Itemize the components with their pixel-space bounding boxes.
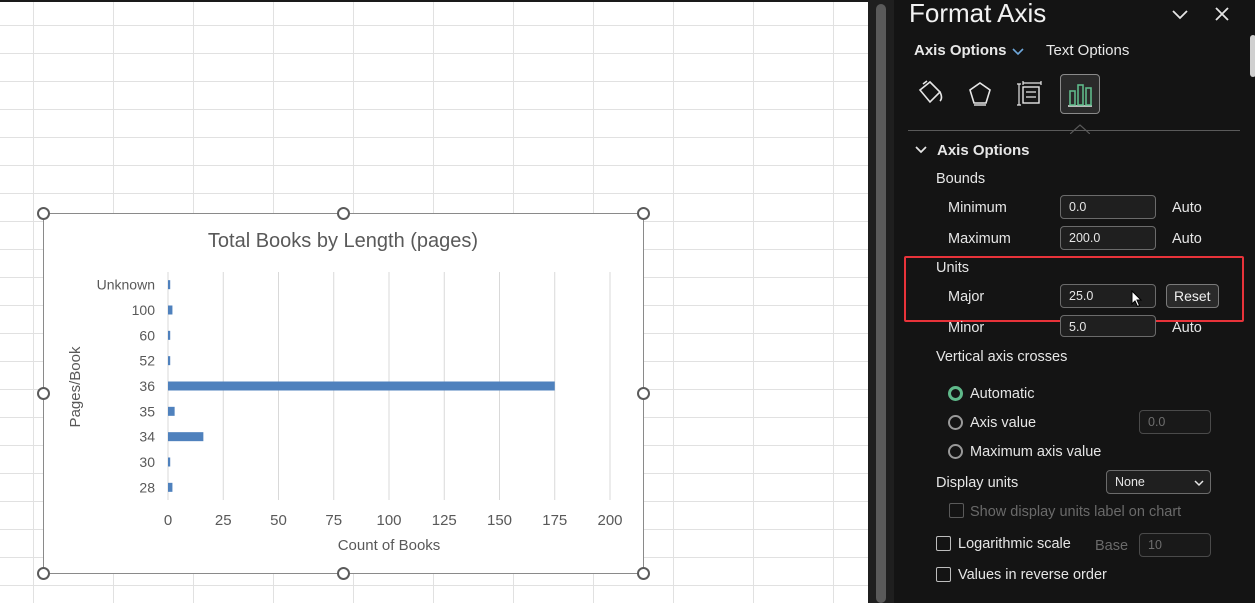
bar[interactable] <box>168 280 171 290</box>
bar-chart: Total Books by Length (pages) Unknown 100… <box>67 230 623 554</box>
y-category-label: 35 <box>139 403 155 419</box>
logarithmic-scale-label[interactable]: Logarithmic scale <box>958 536 1071 552</box>
major-input[interactable]: 25.0 <box>1060 284 1156 308</box>
sheet-scrollbar-thumb[interactable] <box>876 4 886 603</box>
pane-title: Format Axis <box>909 0 1047 28</box>
section-title-axis-options[interactable]: Axis Options <box>937 142 1030 159</box>
automatic-radio[interactable] <box>948 386 963 401</box>
select-chevron-icon <box>1194 477 1204 491</box>
bar[interactable] <box>168 330 171 340</box>
close-icon[interactable] <box>1212 4 1232 30</box>
x-tick-label: 125 <box>432 512 457 529</box>
resize-handle-bottom-left[interactable] <box>37 567 50 580</box>
resize-handle-left[interactable] <box>37 387 50 400</box>
tab-dropdown-chevron-icon[interactable] <box>1011 44 1025 63</box>
value-labels: 0 25 50 75 100 125 150 175 200 <box>164 512 623 529</box>
maximum-axis-value-radio[interactable] <box>948 444 963 459</box>
x-tick-label: 150 <box>487 512 512 529</box>
x-tick-label: 0 <box>164 512 172 529</box>
vertical-axis-crosses-label: Vertical axis crosses <box>936 349 1068 365</box>
reverse-order-checkbox[interactable] <box>936 567 951 582</box>
x-axis-title[interactable]: Count of Books <box>338 537 441 554</box>
bounds-label: Bounds <box>936 171 986 187</box>
reverse-order-label[interactable]: Values in reverse order <box>958 567 1107 583</box>
maximum-input[interactable]: 200.0 <box>1060 226 1156 250</box>
resize-handle-top-left[interactable] <box>37 207 50 220</box>
bar[interactable] <box>168 482 173 492</box>
maximum-label: Maximum <box>948 231 1011 247</box>
minimum-auto-label: Auto <box>1172 200 1202 216</box>
axis-value-radio[interactable] <box>948 415 963 430</box>
y-category-label: 60 <box>139 327 155 343</box>
y-category-label: 30 <box>139 454 155 470</box>
bar[interactable] <box>168 432 204 442</box>
bar[interactable] <box>168 356 171 366</box>
bar[interactable] <box>168 406 175 416</box>
axis-options-icon <box>1061 84 1099 117</box>
effects-tab[interactable] <box>960 74 1000 114</box>
chevron-down-icon[interactable] <box>1170 4 1190 30</box>
y-category-label: Unknown <box>97 277 155 293</box>
axis-value-input[interactable]: 0.0 <box>1139 410 1211 434</box>
y-category-label: 52 <box>139 353 155 369</box>
selected-tab-pointer-icon <box>1069 121 1091 139</box>
chart-area[interactable]: Total Books by Length (pages) Unknown 100… <box>43 213 644 574</box>
x-tick-label: 100 <box>376 512 401 529</box>
maximum-axis-value-label[interactable]: Maximum axis value <box>970 444 1102 460</box>
category-labels: Unknown 100 60 52 36 35 34 30 28 <box>97 277 156 496</box>
chart-title[interactable]: Total Books by Length (pages) <box>208 230 478 252</box>
y-axis-title[interactable]: Pages/Book <box>67 346 84 427</box>
minor-auto-label: Auto <box>1172 320 1202 336</box>
maximum-auto-label: Auto <box>1172 231 1202 247</box>
resize-handle-top[interactable] <box>337 207 350 220</box>
section-collapse-chevron-icon[interactable] <box>914 143 928 162</box>
show-units-checkbox[interactable] <box>949 503 964 518</box>
fill-line-tab[interactable] <box>910 74 950 114</box>
display-units-select[interactable]: None <box>1106 470 1211 494</box>
x-tick-label: 75 <box>325 512 342 529</box>
reset-button[interactable]: Reset <box>1166 284 1219 308</box>
tab-separator <box>908 130 1240 131</box>
resize-handle-bottom[interactable] <box>337 567 350 580</box>
y-category-label: 36 <box>139 378 155 394</box>
tab-axis-options[interactable]: Axis Options <box>914 42 1007 59</box>
size-properties-icon <box>1010 81 1050 118</box>
y-category-label: 100 <box>132 302 156 318</box>
bars <box>168 280 555 492</box>
base-input[interactable]: 10 <box>1139 533 1211 557</box>
major-label: Major <box>948 289 985 305</box>
minimum-label: Minimum <box>948 200 1007 216</box>
automatic-label[interactable]: Automatic <box>970 386 1035 402</box>
pane-scrollbar-thumb[interactable] <box>1250 35 1255 77</box>
units-label: Units <box>936 260 970 276</box>
mouse-cursor-icon <box>1131 289 1143 313</box>
size-properties-tab[interactable] <box>1010 74 1050 114</box>
display-units-label: Display units <box>936 475 1019 491</box>
axis-value-label[interactable]: Axis value <box>970 415 1037 431</box>
effects-icon <box>960 82 1000 118</box>
tab-text-options[interactable]: Text Options <box>1046 42 1130 59</box>
minimum-input[interactable]: 0.0 <box>1060 195 1156 219</box>
minor-label: Minor <box>948 320 985 336</box>
display-units-value: None <box>1115 475 1145 489</box>
x-tick-label: 50 <box>270 512 287 529</box>
minor-input[interactable]: 5.0 <box>1060 315 1156 337</box>
base-label: Base <box>1095 538 1129 554</box>
show-units-label: Show display units label on chart <box>970 504 1182 520</box>
resize-handle-top-right[interactable] <box>637 207 650 220</box>
x-tick-label: 175 <box>542 512 567 529</box>
logarithmic-scale-checkbox[interactable] <box>936 536 951 551</box>
format-axis-pane: Format Axis Axis Options Text Options <box>894 0 1255 603</box>
resize-handle-right[interactable] <box>637 387 650 400</box>
x-tick-label: 25 <box>215 512 232 529</box>
y-category-label: 34 <box>139 429 155 445</box>
resize-handle-bottom-right[interactable] <box>637 567 650 580</box>
bar[interactable] <box>168 305 173 315</box>
bar[interactable] <box>168 457 171 467</box>
x-tick-label: 200 <box>597 512 622 529</box>
fill-line-icon <box>910 80 950 118</box>
bar[interactable] <box>168 381 555 391</box>
y-category-label: 28 <box>139 479 155 495</box>
axis-options-tab[interactable] <box>1060 74 1100 114</box>
